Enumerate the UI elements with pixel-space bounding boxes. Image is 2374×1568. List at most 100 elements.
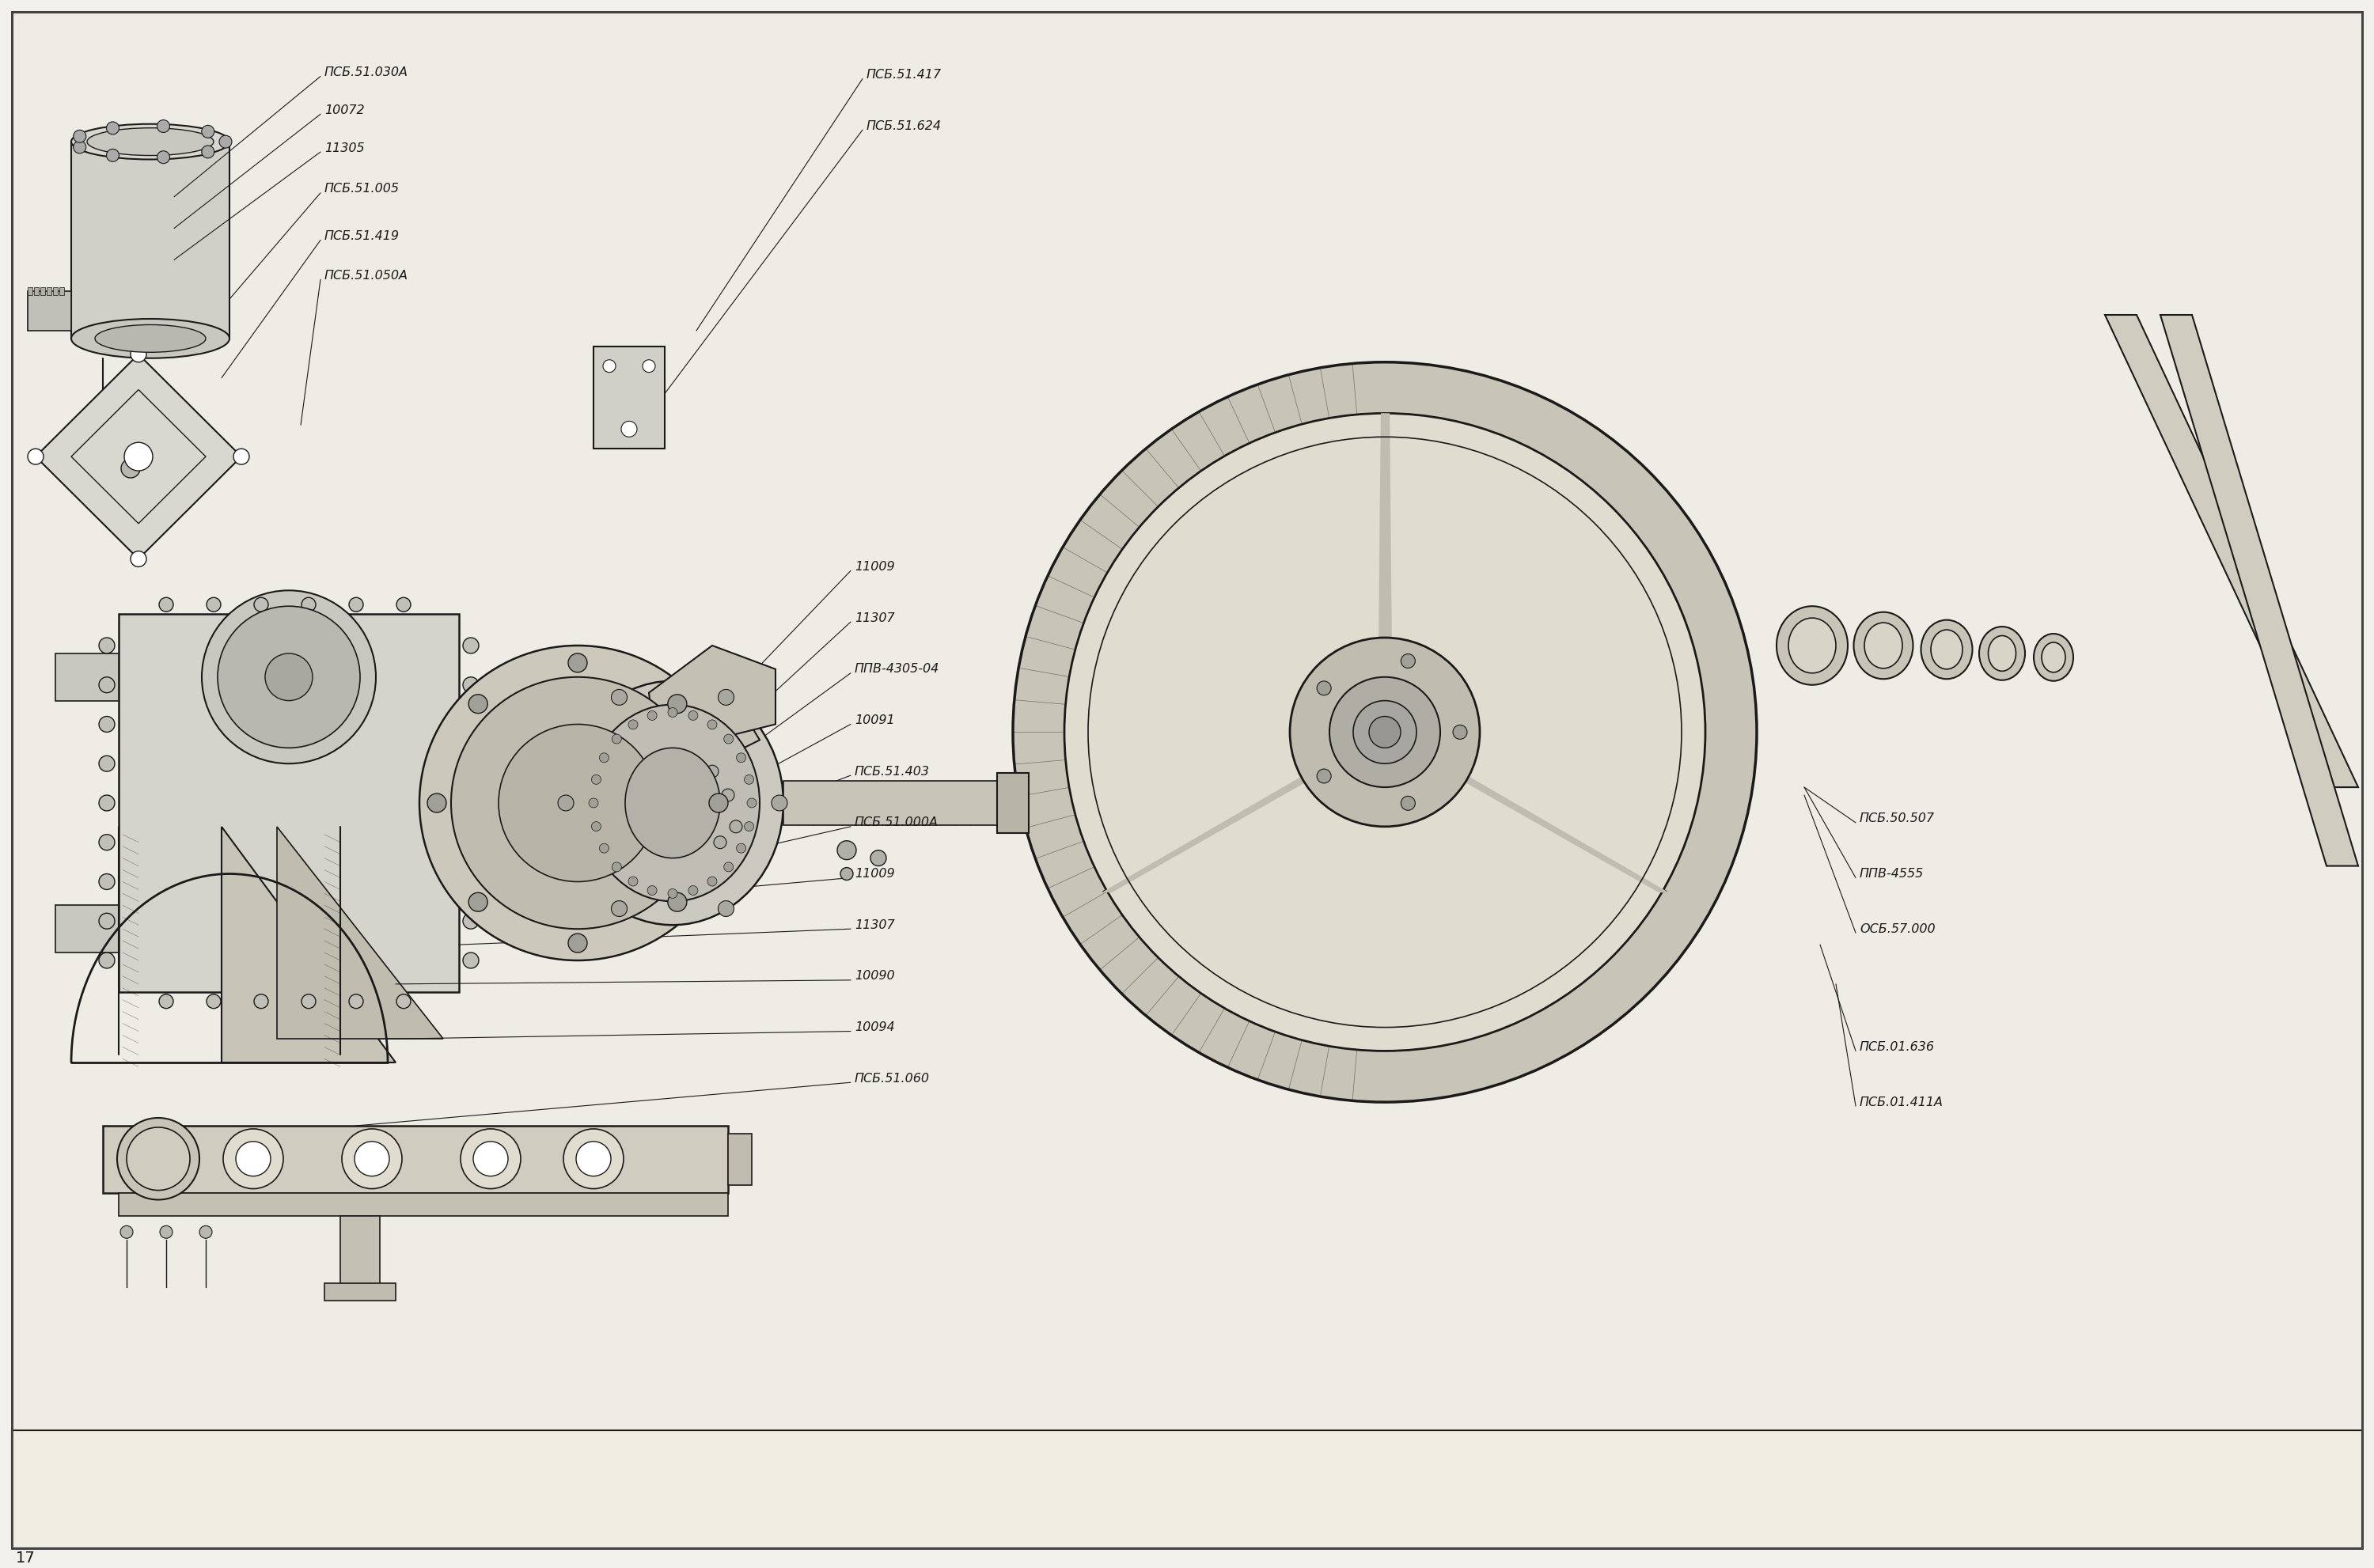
Ellipse shape [563,681,783,925]
Circle shape [126,1127,190,1190]
Text: ПСБ.51.417: ПСБ.51.417 [867,69,942,80]
Circle shape [629,720,639,729]
Ellipse shape [1854,612,1913,679]
Circle shape [710,793,729,812]
Circle shape [121,459,140,478]
Circle shape [349,994,363,1008]
Text: ППВ-4555: ППВ-4555 [1859,867,1923,880]
Text: 11009: 11009 [855,561,895,572]
Text: 10072: 10072 [325,105,366,116]
Circle shape [745,822,755,831]
Ellipse shape [1921,619,1973,679]
Bar [339,1217,380,1287]
Circle shape [463,756,480,771]
Circle shape [396,597,411,612]
Circle shape [1318,768,1332,782]
Circle shape [667,889,677,898]
Circle shape [28,448,43,464]
Circle shape [707,877,717,886]
Circle shape [567,654,586,673]
Circle shape [254,994,268,1008]
Ellipse shape [2035,633,2073,681]
Circle shape [472,1142,508,1176]
Circle shape [202,591,375,764]
Circle shape [301,994,316,1008]
Circle shape [159,1226,173,1239]
Bar [33,287,38,295]
Circle shape [736,844,745,853]
Text: 17: 17 [17,1551,36,1566]
Circle shape [199,1226,211,1239]
Circle shape [577,1142,610,1176]
Ellipse shape [2042,643,2065,673]
Circle shape [207,597,221,612]
Text: ПСБ.51.030А: ПСБ.51.030А [325,66,408,78]
Circle shape [1370,717,1401,748]
Circle shape [717,690,734,706]
Bar [997,773,1028,833]
Text: ПСБ.50.507: ПСБ.50.507 [1859,812,1935,825]
Circle shape [159,597,173,612]
Circle shape [667,892,686,911]
Ellipse shape [586,704,760,902]
Circle shape [612,862,622,872]
Circle shape [563,1129,624,1189]
Circle shape [629,877,639,886]
Circle shape [707,720,717,729]
Circle shape [463,638,480,654]
Circle shape [463,952,480,969]
Circle shape [74,141,85,154]
Circle shape [772,795,788,811]
Circle shape [107,149,119,162]
Bar [28,287,33,295]
Circle shape [724,734,734,743]
Circle shape [871,850,886,866]
Circle shape [100,873,114,889]
Circle shape [396,994,411,1008]
Text: ПСБ.51.005: ПСБ.51.005 [325,183,399,194]
Bar [40,287,45,295]
Circle shape [100,756,114,771]
Ellipse shape [624,748,719,858]
Bar [47,287,52,295]
Circle shape [748,798,757,808]
Circle shape [266,654,313,701]
Polygon shape [2106,315,2357,787]
Text: ППВ-4305-04: ППВ-4305-04 [855,663,940,676]
Circle shape [218,607,361,748]
Circle shape [235,1142,271,1176]
Bar [71,141,230,339]
Text: ПС-1,6;  ПС-1,6Г: ПС-1,6; ПС-1,6Г [147,1482,294,1497]
Text: 5: 5 [2289,1480,2300,1499]
Bar [102,1126,729,1193]
Circle shape [131,347,147,362]
Circle shape [1289,638,1479,826]
Text: 11009: 11009 [855,867,895,880]
Circle shape [463,795,480,811]
Ellipse shape [1776,607,1847,685]
Circle shape [499,724,658,881]
Circle shape [622,422,636,437]
Bar [59,287,64,295]
Circle shape [100,795,114,811]
Circle shape [648,886,658,895]
Circle shape [121,1226,133,1239]
Circle shape [420,646,736,961]
Circle shape [468,695,487,713]
Circle shape [463,834,480,850]
Bar [55,654,119,701]
Circle shape [254,597,268,612]
Circle shape [1401,654,1415,668]
Text: 11307: 11307 [855,919,895,931]
Bar [119,615,458,993]
Circle shape [202,146,214,158]
Circle shape [612,690,627,706]
Circle shape [591,775,601,784]
Circle shape [74,130,85,143]
Ellipse shape [88,129,214,155]
Circle shape [107,122,119,135]
Bar [28,292,71,331]
Circle shape [100,717,114,732]
Circle shape [349,597,363,612]
Circle shape [589,798,598,808]
